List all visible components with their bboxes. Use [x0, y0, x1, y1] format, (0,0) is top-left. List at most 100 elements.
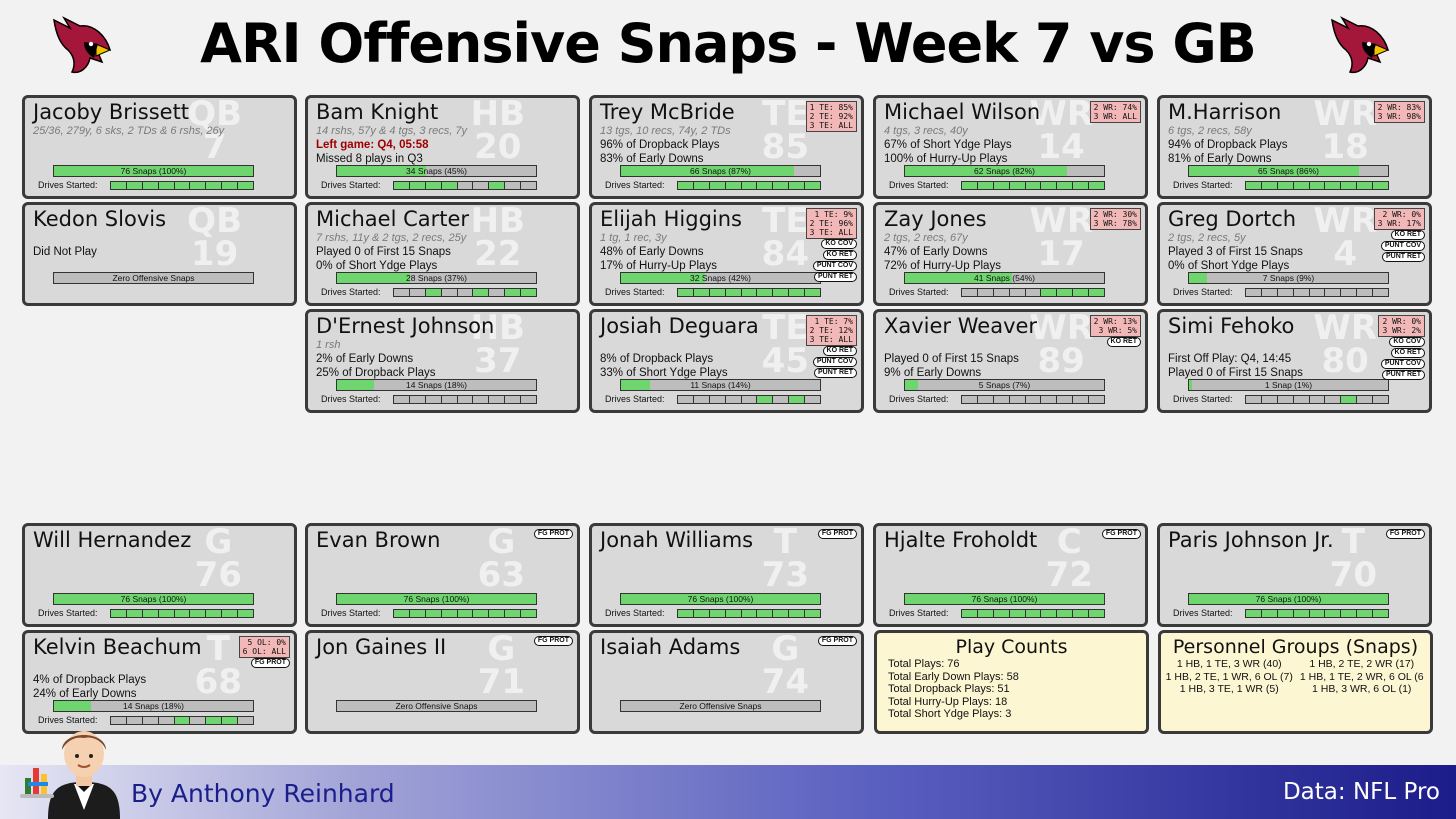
snaps-bar-label: 76 Snaps (100%) — [403, 594, 470, 604]
position-watermark: HB 22 — [471, 205, 525, 271]
drive-cell — [1073, 182, 1090, 189]
drive-cell — [977, 610, 994, 617]
personnel-pct-line: 2 WR: 0% — [1382, 317, 1421, 326]
personnel-group-item: 1 HB, 2 TE, 1 WR, 6 OL (7) — [1165, 670, 1293, 683]
drive-cell — [190, 182, 207, 189]
drive-cell — [1089, 610, 1105, 617]
personnel-groups-title: Personnel Groups (Snaps) — [1172, 636, 1419, 658]
drive-cell — [111, 610, 127, 617]
snaps-bar-fill — [337, 166, 426, 176]
drive-cell — [805, 610, 821, 617]
player-name: Josiah Deguara — [600, 314, 759, 338]
snaps-bar-label: 14 Snaps (18%) — [406, 380, 467, 390]
position-watermark: HB 20 — [471, 98, 525, 164]
usage-note: Did Not Play — [33, 246, 97, 258]
drives-started-track — [110, 181, 254, 190]
special-teams-badge: KO RET — [822, 346, 857, 356]
snaps-bar: 41 Snaps (54%) — [904, 272, 1105, 284]
drive-cell — [1309, 396, 1326, 403]
player-card: WR 17 Zay Jones 2 tgs, 2 recs, 67y 47% of Ea… — [873, 202, 1148, 306]
play-count-line: Total Dropback Plays: 51 — [888, 683, 1010, 695]
player-card: HB 22 Michael Carter 7 rshs, 11y & 2 tgs, 2… — [305, 202, 580, 306]
usage-note: 9% of Early Downs — [884, 367, 982, 379]
drives-started-track — [677, 395, 821, 404]
snaps-bar-label: 1 Snap (1%) — [1264, 380, 1313, 390]
drive-cell — [1246, 610, 1262, 617]
drive-cell — [425, 289, 442, 296]
drive-cell — [425, 610, 442, 617]
drives-started-label: Drives Started: — [1173, 287, 1233, 297]
usage-note: 83% of Early Downs — [600, 153, 704, 165]
drives-started-label: Drives Started: — [321, 394, 381, 404]
stat-line: 14 rshs, 57y & 4 tgs, 3 recs, 7y — [316, 125, 468, 137]
drive-cell — [693, 610, 710, 617]
page-title: ARI Offensive Snaps - Week 7 vs GB — [200, 12, 1257, 75]
drive-cell — [1325, 289, 1342, 296]
personnel-group-item: 1 HB, 3 TE, 1 WR (5) — [1179, 683, 1279, 695]
personnel-pct-line: 3 WR: ALL — [1093, 112, 1137, 121]
position-label: G — [487, 630, 516, 669]
drive-cell — [678, 289, 694, 296]
cardinals-logo-right — [1328, 14, 1390, 76]
special-teams-badge: PUNT RET — [1382, 252, 1425, 262]
special-teams-badges: KO RET PUNT COV PUNT RET — [812, 346, 857, 378]
position-label: TE — [762, 309, 809, 348]
snaps-bar-fill — [337, 380, 374, 390]
drives-started-track — [110, 609, 254, 618]
drive-cell — [773, 289, 790, 296]
player-name: Michael Wilson — [884, 100, 1041, 124]
drive-cell — [457, 289, 474, 296]
drive-cell — [1073, 610, 1090, 617]
drive-cell — [1025, 396, 1042, 403]
drive-cell — [1293, 396, 1310, 403]
drive-cell — [962, 182, 978, 189]
position-label: G — [771, 630, 800, 669]
drive-cell — [1373, 396, 1389, 403]
player-card: WR 80 Simi Fehoko First Off Play: Q4, 14:45… — [1157, 309, 1432, 413]
player-card: T 68 Kelvin Beachum 4% of Dropback Plays 24%… — [22, 630, 297, 734]
drive-cell — [1373, 610, 1389, 617]
author-credit: By Anthony Reinhard — [131, 779, 395, 808]
drive-cell — [190, 717, 207, 724]
snaps-bar-label: 62 Snaps (82%) — [974, 166, 1035, 176]
personnel-pct-line: 3 TE: ALL — [809, 335, 853, 344]
player-card: WR 4 Greg Dortch 2 tgs, 2 recs, 5y Played 3 … — [1157, 202, 1432, 306]
position-watermark: WR 17 — [1029, 205, 1093, 271]
drive-cell — [741, 182, 758, 189]
drive-cell — [441, 182, 458, 189]
special-teams-badges: KO RET — [1106, 337, 1141, 347]
usage-note: Played 0 of First 15 Snaps — [884, 353, 1019, 365]
position-label: QB — [187, 202, 242, 241]
jersey-number: 89 — [1037, 341, 1085, 381]
player-card: HB 37 D'Ernest Johnson 1 rsh 2% of Early Dow… — [305, 309, 580, 413]
player-name: Michael Carter — [316, 207, 470, 231]
special-teams-badges: FG PROT — [533, 529, 573, 539]
play-counts-panel: Play Counts Total Plays: 76 Total Early … — [874, 630, 1149, 734]
drive-cell — [1246, 289, 1262, 296]
jersey-number: 76 — [194, 555, 242, 595]
snaps-bar-fill — [54, 594, 253, 604]
player-card: G 63 Evan Brown 76 Snaps (100%) Drives Start… — [305, 523, 580, 627]
drive-cell — [725, 289, 742, 296]
drives-started-track — [393, 181, 537, 190]
drive-cell — [1025, 610, 1042, 617]
personnel-pct-line: 2 TE: 92% — [809, 112, 853, 121]
snaps-bar: 14 Snaps (18%) — [53, 700, 254, 712]
personnel-pct-box: 2 WR: 0% 3 WR: 2% — [1378, 315, 1425, 337]
drive-cell — [1025, 289, 1042, 296]
player-name: Kelvin Beachum — [33, 635, 202, 659]
drives-started-label: Drives Started: — [605, 394, 665, 404]
jersey-number: 19 — [190, 234, 239, 274]
drives-started-track — [677, 609, 821, 618]
drive-cell — [222, 717, 239, 724]
drives-started-track — [1245, 288, 1389, 297]
special-teams-badge: KO COV — [821, 239, 857, 249]
personnel-groups-list: 1 HB, 1 TE, 3 WR (40) 1 HB, 2 TE, 2 WR (… — [1161, 658, 1430, 696]
usage-note: Missed 8 plays in Q3 — [316, 153, 423, 165]
drive-cell — [805, 289, 821, 296]
snaps-bar-label: 34 Snaps (45%) — [406, 166, 467, 176]
drives-started-track — [393, 395, 537, 404]
zero-snaps-bar: Zero Offensive Snaps — [620, 700, 821, 712]
player-name: Greg Dortch — [1168, 207, 1297, 231]
drive-cell — [238, 717, 254, 724]
